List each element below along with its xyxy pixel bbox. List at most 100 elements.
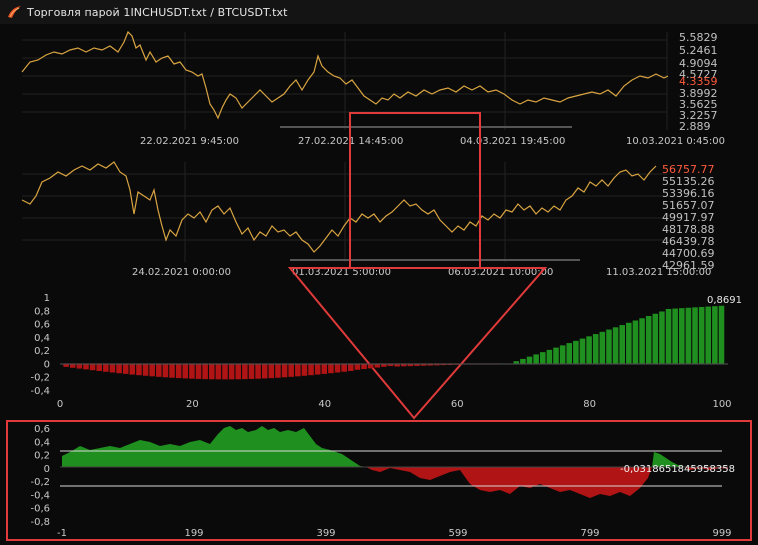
bar-xtick: 20 — [186, 399, 199, 410]
mid-ytick-5: 48178.88 — [662, 223, 715, 236]
bar — [374, 363, 381, 368]
mid-ytick-1: 55135.26 — [662, 175, 715, 188]
bar — [162, 363, 169, 378]
bar — [96, 363, 102, 371]
bar — [632, 320, 639, 364]
mid-y-axis: 56757.77 55135.26 53396.16 51657.07 4991… — [662, 163, 715, 272]
bar — [281, 363, 288, 378]
bar — [261, 363, 268, 379]
charts-canvas: 5.5829 5.2461 4.9094 4.5727 4.3359 3.899… — [6, 30, 752, 541]
mid-ytick-3: 51657.07 — [662, 199, 715, 212]
bar — [248, 363, 255, 379]
bar — [665, 308, 672, 364]
bar — [288, 363, 294, 377]
window-title: Торговля парой 1INCHUSDT.txt / BTCUSDT.t… — [27, 5, 288, 19]
window-titlebar: Торговля парой 1INCHUSDT.txt / BTCUSDT.t… — [0, 0, 758, 24]
area-ytick: 0,6 — [34, 424, 50, 435]
bar-last-value-label: 0,8691 — [707, 295, 742, 306]
top-y-axis: 5.5829 5.2461 4.9094 4.5727 4.3359 3.899… — [679, 31, 718, 133]
area-xtick: 599 — [448, 528, 467, 539]
bar-xtick: 60 — [451, 399, 464, 410]
top-xtick-2: 04.03.2021 19:45:00 — [460, 136, 565, 147]
app-logo-icon — [8, 6, 21, 18]
bar — [692, 307, 698, 364]
bar — [314, 363, 321, 375]
bar — [586, 336, 592, 364]
bar — [295, 363, 301, 377]
bar — [659, 311, 665, 364]
area-ytick: -0,8 — [30, 517, 50, 528]
bar — [645, 315, 652, 364]
zoom-highlight — [287, 112, 548, 420]
mid-ytick-7: 44700.69 — [662, 247, 715, 260]
bar — [328, 363, 334, 374]
top-current-value-label: 4.3359 — [679, 75, 718, 88]
bar — [361, 363, 367, 370]
area-xtick: 799 — [580, 528, 599, 539]
bar — [308, 363, 314, 376]
top-price-chart[interactable]: 5.5829 5.2461 4.9094 4.5727 4.3359 3.899… — [21, 30, 725, 147]
bar-x-axis: 0 20 40 60 80 100 — [57, 399, 732, 410]
area-ytick: 0,4 — [34, 437, 50, 448]
mid-price-line — [21, 161, 657, 253]
bar — [142, 363, 149, 376]
bar-ytick: -0,2 — [30, 373, 50, 384]
bar — [606, 329, 612, 364]
bar — [414, 363, 420, 366]
bar — [679, 308, 685, 364]
mid-xtick-2: 06.03.2021 10:00:00 — [448, 267, 553, 278]
area-negative-fill-2 — [684, 467, 728, 470]
top-ytick-0: 5.5829 — [679, 31, 718, 44]
bar-ytick: -0,4 — [30, 386, 50, 397]
bar — [109, 363, 116, 373]
bar — [116, 363, 122, 374]
bar — [129, 363, 136, 375]
top-ytick-8: 2.889 — [679, 120, 711, 133]
bar — [202, 363, 208, 380]
bar — [301, 363, 308, 376]
bar — [275, 363, 281, 378]
bar-ytick: 0,2 — [34, 346, 50, 357]
bar — [539, 352, 546, 364]
area-ytick: -0,6 — [30, 504, 50, 515]
bar — [533, 354, 539, 364]
bar — [387, 363, 394, 367]
bar — [407, 363, 414, 367]
bar — [639, 318, 645, 364]
bar — [348, 363, 354, 371]
area-ytick: -0,4 — [30, 490, 50, 501]
top-xtick-0: 22.02.2021 9:45:00 — [140, 136, 239, 147]
bar — [189, 363, 195, 379]
bar — [228, 363, 235, 380]
mid-price-chart[interactable]: 56757.77 55135.26 53396.16 51657.07 4991… — [21, 161, 715, 278]
bar — [367, 363, 374, 369]
bar — [354, 363, 361, 370]
bar-xtick: 0 — [57, 399, 63, 410]
top-chart-grid — [22, 32, 668, 130]
zoom-funnel-triangle — [287, 267, 548, 420]
bar — [321, 363, 328, 374]
bar — [559, 345, 566, 364]
area-y-axis: 0,6 0,4 0,2 0 -0,2 -0,4 -0,6 -0,8 — [30, 424, 50, 528]
bar — [222, 363, 228, 380]
correlation-bar-chart: 1 0,8 0,6 0,4 0,2 0 -0,2 -0,4 0 20 40 60 80 100 0,86… — [30, 293, 742, 410]
mid-xtick-0: 24.02.2021 0:00:00 — [132, 267, 231, 278]
bar — [195, 363, 202, 379]
bar — [672, 308, 678, 364]
bar — [83, 363, 89, 370]
bar-ytick: 0 — [44, 359, 50, 370]
bar-xtick: 80 — [583, 399, 596, 410]
mid-ytick-2: 53396.16 — [662, 187, 715, 200]
area-xtick: 399 — [316, 528, 335, 539]
bar — [341, 363, 347, 372]
bar — [268, 363, 275, 379]
bar — [619, 325, 625, 364]
bar — [394, 363, 400, 367]
area-last-value-label: -0,0318651845958358 — [620, 464, 735, 475]
mid-ytick-4: 49917.97 — [662, 211, 715, 224]
bar — [381, 363, 387, 367]
bar — [592, 334, 599, 364]
bar — [136, 363, 142, 376]
mid-current-value-label: 56757.77 — [662, 163, 715, 176]
top-ytick-5: 3.8992 — [679, 87, 718, 100]
